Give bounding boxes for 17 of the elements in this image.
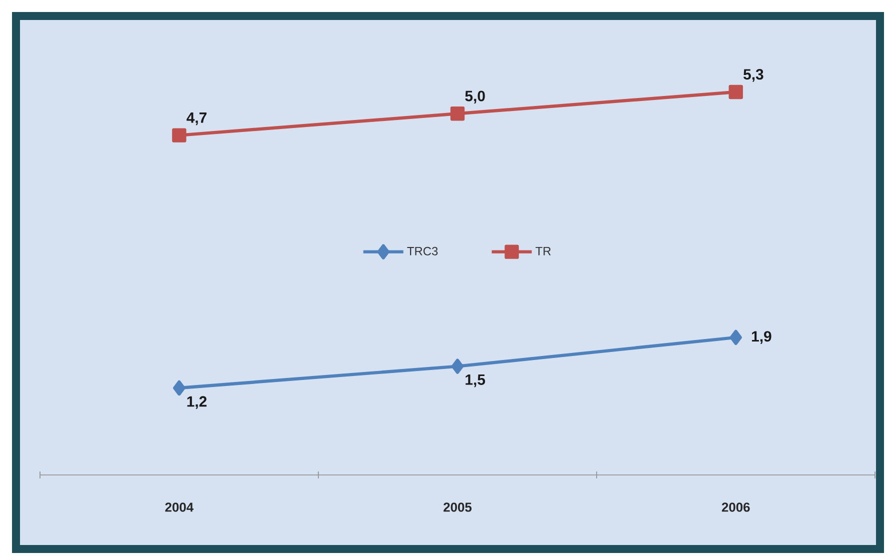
point (730, 330, 742, 346)
point (173, 380, 186, 396)
data-label: 1,9 (752, 331, 772, 344)
point (450, 106, 465, 121)
data-label: 1,2 (187, 396, 207, 409)
legend-label: TRC3 (407, 246, 438, 256)
x-tick-label: 2005 (444, 502, 472, 512)
data-label: 1,5 (466, 374, 486, 388)
legend-label: TR (536, 246, 551, 256)
point (172, 128, 186, 142)
data-label: 5,0 (465, 90, 485, 104)
point (728, 84, 743, 100)
x-tick-label: 2006 (722, 502, 750, 512)
x-tick-label: 2004 (165, 502, 194, 512)
data-label: 4,7 (186, 112, 206, 126)
point (451, 358, 464, 374)
data-label: 5,3 (743, 69, 764, 82)
